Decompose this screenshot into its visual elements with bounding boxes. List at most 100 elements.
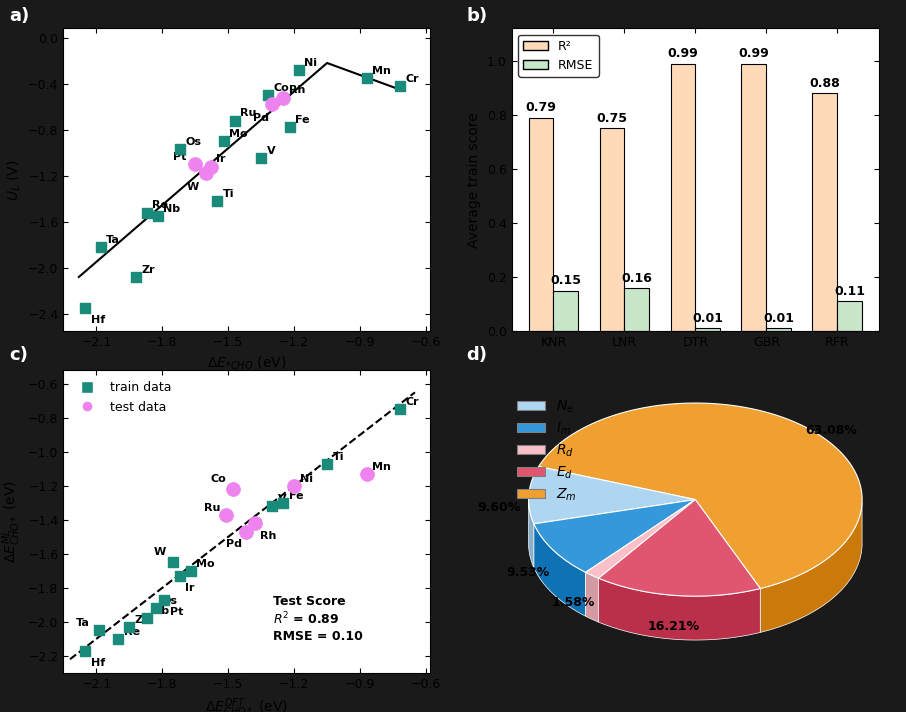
Text: Nb: Nb [163, 204, 180, 214]
Text: V: V [278, 494, 286, 504]
Bar [600, 128, 624, 331]
X-axis label: $\Delta E_{*CHO}$ (eV): $\Delta E_{*CHO}$ (eV) [207, 355, 286, 372]
Text: c): c) [9, 345, 28, 364]
Y-axis label: $U_L$ (V): $U_L$ (V) [5, 159, 23, 201]
Point [261, 90, 275, 101]
Point [360, 72, 374, 83]
Point [217, 135, 231, 147]
Point [140, 613, 154, 624]
Text: Rh: Rh [289, 85, 305, 95]
Y-axis label: $\Delta E^{ML}_{CHO*}$ (eV): $\Delta E^{ML}_{CHO*}$ (eV) [0, 480, 23, 563]
Text: Test Score
$R^2$ = 0.89
RMSE = 0.10: Test Score $R^2$ = 0.89 RMSE = 0.10 [273, 595, 362, 642]
Text: Zr: Zr [141, 265, 155, 275]
Point [150, 210, 165, 221]
Point [173, 144, 188, 155]
Point [166, 557, 180, 568]
Point [199, 168, 214, 179]
Text: Hf: Hf [91, 658, 105, 668]
Text: W: W [154, 548, 166, 557]
Text: Cr: Cr [405, 397, 419, 407]
Bar [528, 117, 554, 331]
Text: 0.79: 0.79 [525, 101, 556, 115]
Text: Ta: Ta [76, 618, 91, 628]
Text: Fe: Fe [289, 491, 304, 501]
Text: Ru: Ru [204, 503, 220, 513]
Point [287, 480, 302, 491]
Text: 0.15: 0.15 [550, 274, 582, 288]
Polygon shape [528, 498, 534, 567]
Point [226, 483, 240, 495]
Text: Mn: Mn [372, 66, 391, 75]
Text: Ni: Ni [304, 58, 317, 68]
Point [218, 509, 233, 520]
Text: b): b) [467, 7, 487, 26]
Text: 0.16: 0.16 [622, 271, 652, 285]
Polygon shape [539, 403, 863, 589]
Text: Pd: Pd [253, 113, 269, 123]
Point [276, 92, 291, 103]
Point [210, 195, 225, 206]
Text: 0.75: 0.75 [596, 112, 628, 125]
Text: Zr: Zr [135, 614, 149, 624]
Polygon shape [760, 503, 863, 632]
Point [392, 80, 407, 92]
Text: Hf: Hf [91, 315, 105, 325]
Polygon shape [585, 500, 696, 578]
Text: Ni: Ni [300, 473, 313, 483]
Text: 1.58%: 1.58% [552, 596, 595, 609]
Point [188, 159, 203, 170]
Point [158, 594, 172, 605]
Text: 9.60%: 9.60% [477, 501, 520, 514]
Text: 0.01: 0.01 [763, 312, 795, 325]
Text: a): a) [9, 7, 29, 26]
Text: Pd: Pd [226, 539, 242, 549]
Point [276, 497, 291, 508]
Point [254, 153, 268, 164]
Bar [554, 290, 578, 331]
Point [92, 624, 106, 636]
Point [291, 64, 305, 75]
Point [227, 115, 242, 126]
Text: Nb: Nb [152, 607, 169, 617]
Point [173, 570, 188, 582]
Point [111, 633, 126, 644]
Text: 16.21%: 16.21% [648, 619, 700, 632]
Text: V: V [266, 147, 275, 157]
Point [283, 122, 297, 133]
Text: Ru: Ru [240, 108, 256, 118]
Text: Ta: Ta [106, 235, 120, 245]
X-axis label: $\Delta E^{DFT}_{CHO*}$ (eV): $\Delta E^{DFT}_{CHO*}$ (eV) [206, 696, 288, 712]
Text: 63.08%: 63.08% [805, 424, 857, 436]
Point [184, 565, 198, 577]
Point [247, 518, 262, 529]
Bar [766, 328, 791, 331]
Text: Re: Re [152, 200, 169, 211]
Text: Cr: Cr [405, 74, 419, 84]
Text: Co: Co [210, 474, 226, 484]
Point [360, 468, 374, 480]
Bar [624, 288, 650, 331]
Text: Rh: Rh [260, 530, 276, 540]
Legend: $N_e$, $I_m$, $R_d$, $E_d$, $Z_m$: $N_e$, $I_m$, $R_d$, $E_d$, $Z_m$ [512, 393, 583, 508]
Point [140, 207, 154, 219]
Bar [837, 301, 863, 331]
Bar [741, 63, 766, 331]
Point [238, 526, 253, 538]
Bar [670, 63, 695, 331]
Text: Os: Os [161, 596, 178, 606]
Text: 0.99: 0.99 [668, 48, 699, 61]
Text: Os: Os [186, 137, 201, 147]
Point [320, 458, 334, 469]
Y-axis label: Average train score: Average train score [467, 112, 481, 248]
Point [122, 622, 137, 633]
Text: Ir: Ir [186, 583, 195, 593]
Text: Mo: Mo [229, 129, 248, 139]
Legend: train data, test data: train data, test data [70, 377, 176, 419]
Point [265, 501, 279, 512]
Text: Mo: Mo [197, 559, 215, 569]
Point [78, 303, 92, 314]
Polygon shape [534, 500, 696, 572]
Polygon shape [599, 578, 760, 640]
Polygon shape [599, 500, 760, 596]
Polygon shape [585, 572, 599, 622]
